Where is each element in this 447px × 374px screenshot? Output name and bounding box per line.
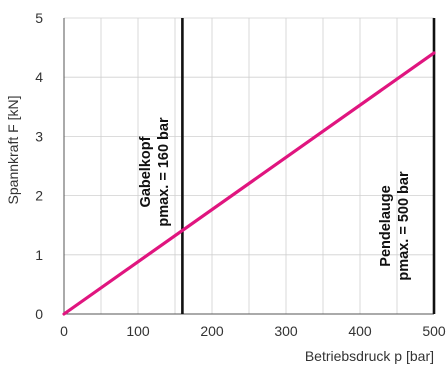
y-tick-label: 5: [35, 10, 43, 26]
x-tick-label: 500: [422, 323, 446, 339]
y-tick-label: 0: [35, 306, 43, 322]
x-tick-label: 0: [60, 323, 68, 339]
x-tick-label: 400: [348, 323, 372, 339]
x-tick-label: 300: [274, 323, 298, 339]
y-axis-title: Spannkraft F [kN]: [5, 96, 21, 205]
x-tick-label: 200: [200, 323, 224, 339]
x-tick-label: 100: [126, 323, 150, 339]
limit-label-pressure: pmax. = 500 bar: [396, 171, 412, 281]
x-axis-title: Betriebsdruck p [bar]: [305, 348, 434, 364]
grid: [63, 17, 435, 315]
series-line: [62, 51, 436, 316]
limit-label-name: Gabelkopf: [138, 136, 154, 207]
annotations: Gabelkopf pmax. = 160 bar Pendelauge pmax. …: [138, 117, 412, 281]
tick-labels: 0 100 200 300 400 500 0 1 2 3 4 5: [35, 10, 446, 339]
y-tick-label: 1: [35, 247, 43, 263]
y-tick-label: 4: [35, 69, 43, 85]
y-tick-label: 2: [35, 188, 43, 204]
series: [62, 51, 436, 316]
y-tick-label: 3: [35, 128, 43, 144]
limit-label-pressure: pmax. = 160 bar: [156, 117, 172, 227]
axes: [63, 18, 434, 315]
limit-lines: [181, 18, 436, 314]
limit-label-name: Pendelauge: [378, 185, 394, 266]
